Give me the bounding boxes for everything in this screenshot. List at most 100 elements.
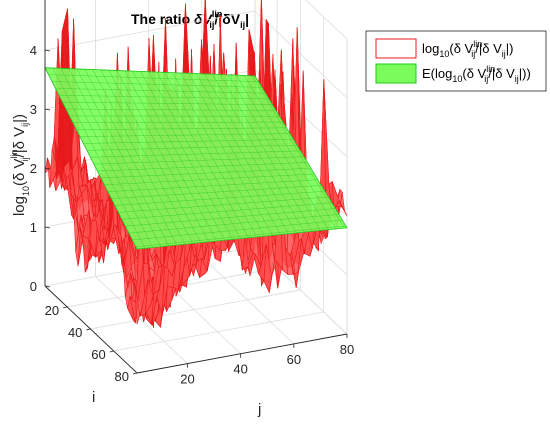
z-tick-mark	[44, 285, 51, 288]
title-sub2: ij	[240, 20, 245, 30]
plane-mesh-line	[55, 88, 266, 94]
plane-mesh-line	[60, 68, 154, 248]
i-tick-mark	[63, 306, 68, 309]
expectation-plane	[44, 67, 348, 250]
floor-grid-i	[90, 289, 301, 330]
plane-mesh-line	[204, 73, 297, 234]
plane-mesh-line	[100, 168, 311, 179]
plane-mesh-line	[90, 150, 301, 158]
j-tick-label: 80	[340, 342, 354, 357]
legend-label-surface: log10(δ Vlin ij/|δ Vij|)	[422, 39, 513, 59]
title-prefix: The ratio	[131, 11, 194, 27]
j-axis-label: j	[257, 401, 261, 418]
legend: log10(δ Vlin ij/|δ Vij|) E(log10(δ Vlin ij…	[365, 30, 547, 92]
j-tick-label: 40	[233, 362, 247, 377]
floor-grid-j	[95, 276, 188, 364]
back-wall-grid	[44, 10, 256, 51]
plane-mesh-line	[83, 139, 294, 144]
legend-swatch-surface	[375, 38, 417, 59]
plane-mesh-line	[72, 121, 283, 123]
plane-mesh-line	[114, 191, 325, 206]
i-axis-ticks: 20 40 60 80	[45, 303, 138, 384]
plane-mesh-line	[48, 74, 259, 82]
plane-mesh-line	[62, 101, 273, 105]
z-tick-label: 0	[30, 279, 37, 294]
plane-mesh-line	[172, 72, 265, 237]
i-axis-label: i	[92, 389, 95, 406]
plane-mesh-line	[104, 173, 315, 185]
z-tick-mark	[44, 108, 51, 111]
i-tick-label: 60	[91, 347, 105, 362]
z-tick-label: 3	[30, 102, 37, 117]
plane-mesh-line	[164, 72, 257, 238]
j-tick-label: 20	[180, 372, 194, 387]
plane-mesh-line	[132, 219, 343, 241]
plane-mesh-line	[51, 81, 262, 88]
z-label-close: |)	[11, 114, 28, 123]
plane-mesh-line	[180, 72, 273, 236]
plane-mesh-line	[79, 133, 290, 137]
title-end: |	[245, 11, 249, 27]
i-tick-label: 20	[45, 303, 59, 318]
plane-mesh-line	[244, 75, 337, 229]
plane-mesh-line	[196, 73, 289, 234]
plane-mesh-line	[108, 70, 201, 243]
side-wall-grid	[254, 10, 348, 99]
z-tick-mark	[44, 167, 51, 170]
axis-lines	[44, 0, 348, 374]
z-tick-label: 2	[30, 161, 37, 176]
z-axis-ticks: 012345	[30, 43, 51, 294]
plane-mesh-line	[252, 75, 345, 229]
floor-grid-i	[113, 311, 324, 352]
z-label-sub2: ij	[20, 123, 30, 127]
title-delta1: δV	[194, 11, 214, 27]
z-axis-label: log10(δ Vlinij/|δ Vij|)	[9, 114, 31, 216]
title-sup1: lin	[212, 9, 223, 19]
plane-mesh-line	[128, 214, 339, 234]
z-label-mid: /|δ V	[11, 127, 28, 158]
i-tick-label: 40	[68, 325, 82, 340]
i-axis-line	[44, 285, 138, 374]
z-label-sup: lin	[9, 149, 19, 158]
plane-mesh-line	[125, 208, 336, 227]
j-tick-label: 60	[287, 352, 301, 367]
plane-mesh-line	[107, 179, 318, 192]
plane-mesh-line	[97, 162, 308, 172]
plane-mesh-line	[76, 68, 170, 246]
plane-mesh-line	[148, 71, 241, 239]
plane-mesh-line	[121, 202, 332, 220]
surface-cell	[134, 282, 143, 325]
z-label-sub: ij	[20, 157, 30, 161]
z-label-base: log	[11, 196, 28, 216]
legend-label-plane: E(log10(δ Vlin ij/|δ Vij|))	[422, 64, 531, 84]
plane-mesh-line	[44, 67, 138, 250]
plane-mesh-line	[76, 127, 287, 130]
plane-mesh-line	[44, 67, 256, 77]
svg-text:log10(δ Vlinij/|δ Vij|): log10(δ Vlinij/|δ Vij|)	[9, 114, 31, 216]
chart-title: The ratio δVlin ij/|δVij|	[131, 9, 249, 30]
j-axis-line	[136, 333, 348, 374]
j-axis-ticks: 20 40 60 80	[180, 334, 354, 387]
plane-mesh-line	[65, 108, 276, 111]
floor-grid-j	[201, 256, 295, 345]
plane-mesh-line	[111, 185, 322, 199]
title-mid: /|δV	[214, 11, 240, 27]
plane-mesh-line	[156, 71, 249, 238]
plane-mesh-line	[140, 71, 233, 240]
plane-mesh-line	[58, 95, 269, 100]
plane-mesh-line	[220, 74, 313, 232]
z-tick-label: 4	[30, 43, 37, 58]
i-tick-mark	[109, 350, 114, 353]
z-tick-mark	[44, 226, 51, 229]
z-tick-label: 1	[30, 220, 37, 235]
plane-mesh-line	[84, 69, 178, 246]
plane-mesh-line	[124, 70, 217, 242]
z-label-base-sub: 10	[21, 186, 31, 196]
plane-mesh-line	[188, 73, 281, 235]
plane-mesh-line	[116, 70, 209, 242]
plane-mesh-line	[212, 74, 305, 233]
plane-mesh-line	[228, 74, 321, 231]
plane-mesh-line	[132, 71, 225, 241]
title-sub1: ij	[209, 20, 214, 30]
plane-mesh-line	[92, 69, 186, 245]
